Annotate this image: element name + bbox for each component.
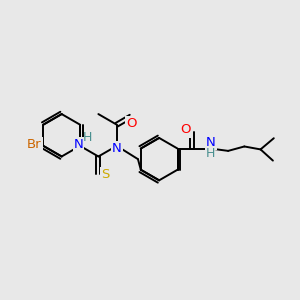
Text: N: N: [206, 136, 216, 148]
Text: N: N: [112, 142, 122, 155]
Text: H: H: [83, 130, 92, 143]
Text: H: H: [206, 147, 215, 160]
Text: N: N: [74, 138, 83, 151]
Text: O: O: [126, 117, 136, 130]
Text: S: S: [101, 168, 109, 181]
Text: Br: Br: [27, 138, 42, 151]
Text: O: O: [181, 124, 191, 136]
